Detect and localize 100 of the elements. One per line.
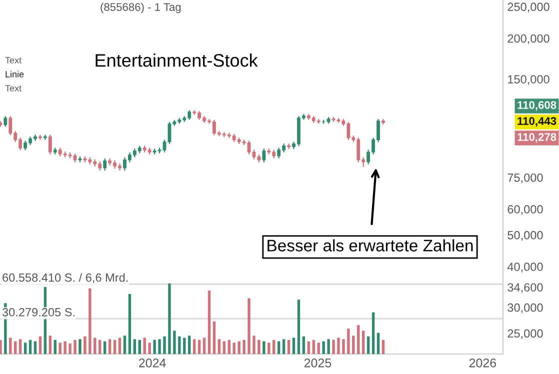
- bar: [153, 340, 156, 354]
- bar: [173, 330, 176, 354]
- bar: [218, 339, 221, 354]
- bar: [38, 336, 42, 354]
- bar: [18, 339, 22, 354]
- bar: [292, 338, 296, 354]
- bar: [322, 341, 325, 354]
- bar: [208, 290, 211, 354]
- text: 110,278: [518, 133, 556, 143]
- bar: [103, 341, 106, 354]
- text: 110,608: [518, 101, 556, 111]
- bar: [347, 328, 350, 354]
- bar: [163, 336, 166, 354]
- bar: [192, 339, 196, 354]
- bar: [242, 340, 246, 354]
- annotation: Linie: [6, 70, 24, 78]
- bar: [317, 342, 320, 354]
- x-tick-label: 2026: [469, 358, 496, 368]
- bar: [287, 340, 290, 354]
- bar: [198, 340, 201, 354]
- bar: [24, 342, 27, 354]
- y-tick-label: 75,000: [508, 173, 543, 184]
- ref-line-label: 30.279.205 S.: [2, 308, 74, 316]
- bar: [0, 340, 2, 354]
- y-tick-label: 60,000: [508, 205, 543, 215]
- bar: [342, 339, 345, 354]
- x-tick-label: 2024: [139, 358, 166, 368]
- bar: [168, 283, 171, 354]
- bar: [98, 340, 102, 354]
- bar: [272, 340, 276, 354]
- text: Entertainment-Stock: [96, 54, 258, 67]
- bar: [268, 342, 270, 354]
- bar: [48, 336, 52, 354]
- bar: [54, 340, 56, 354]
- bar: [312, 340, 315, 354]
- bar: [183, 338, 186, 354]
- bar: [262, 341, 266, 354]
- bar: [232, 342, 236, 354]
- bar: [252, 336, 256, 354]
- bar: [222, 341, 226, 354]
- bar: [128, 294, 132, 354]
- bar: [248, 298, 250, 354]
- bar: [74, 340, 76, 354]
- bar: [143, 338, 146, 354]
- bar: [14, 341, 17, 354]
- bar: [382, 340, 385, 354]
- bar: [68, 343, 72, 354]
- y-tick-label: 50,000: [508, 230, 543, 241]
- y-tick-label: 34,600: [508, 283, 543, 293]
- bar: [327, 339, 330, 354]
- bar: [84, 336, 86, 354]
- bar: [94, 338, 96, 354]
- bar: [277, 341, 280, 354]
- y-tick-label: 40,000: [507, 262, 543, 272]
- ref-line-label: 60.558.410 S. / 6,6 Mrd.: [2, 273, 128, 284]
- bar: [297, 300, 300, 354]
- x-tick-label: 2025: [304, 358, 332, 368]
- bar: [34, 341, 37, 354]
- bar: [108, 339, 112, 354]
- bar: [238, 341, 240, 354]
- bar: [202, 338, 206, 354]
- bar: [78, 339, 82, 354]
- bar: [58, 342, 62, 354]
- bar: [307, 341, 310, 354]
- y-tick-label: 30,000: [508, 303, 543, 314]
- bar: [376, 332, 380, 354]
- annotation: Besser als erwartete Zahlen: [268, 239, 473, 252]
- bar: [366, 336, 370, 354]
- bar: [188, 336, 191, 354]
- bar: [9, 338, 12, 354]
- y-tick-label: 150,000: [508, 75, 550, 85]
- bar: [337, 338, 340, 354]
- bar: [228, 340, 230, 354]
- bar: [88, 288, 92, 354]
- bar: [282, 339, 286, 354]
- bar: [332, 340, 335, 354]
- bar: [158, 339, 161, 354]
- bar: [64, 341, 66, 354]
- bar: [258, 340, 260, 354]
- bar: [123, 336, 126, 354]
- y-tick-label: 25,000: [508, 329, 543, 340]
- bar: [148, 342, 151, 354]
- bar: [362, 330, 365, 354]
- y-tick-label: 250,000: [508, 2, 550, 12]
- y-tick-label: 200,000: [508, 34, 550, 44]
- bar: [28, 340, 32, 354]
- bar: [302, 336, 306, 354]
- bar: [212, 322, 216, 354]
- bar: [372, 312, 375, 354]
- bar: [113, 340, 116, 354]
- bar: [138, 340, 142, 354]
- bar: [357, 325, 360, 354]
- annotation: (855686) - 1 Tag: [100, 2, 181, 14]
- annotation: Text: [5, 85, 22, 92]
- bar: [352, 336, 355, 354]
- bar: [133, 339, 136, 354]
- text: 110,443: [518, 117, 556, 127]
- annotation: Text: [5, 57, 22, 64]
- bar: [178, 336, 181, 354]
- bar: [118, 338, 122, 354]
